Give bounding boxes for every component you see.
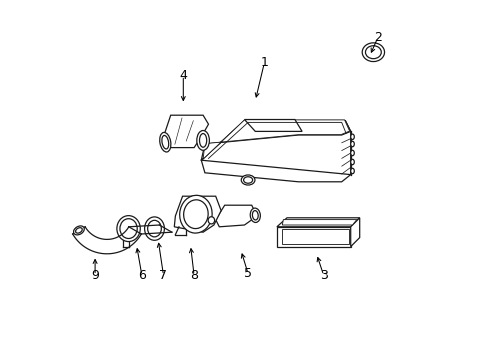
Polygon shape — [73, 227, 141, 254]
Ellipse shape — [350, 168, 354, 174]
Bar — [281, 229, 348, 244]
Polygon shape — [203, 120, 349, 159]
Text: 7: 7 — [159, 269, 167, 282]
Ellipse shape — [199, 134, 206, 147]
Ellipse shape — [160, 132, 170, 152]
Ellipse shape — [120, 219, 137, 238]
Ellipse shape — [350, 159, 354, 165]
Text: 1: 1 — [260, 57, 268, 69]
Polygon shape — [174, 196, 221, 232]
Ellipse shape — [144, 217, 164, 240]
Polygon shape — [276, 227, 350, 247]
Text: 8: 8 — [190, 269, 198, 282]
Ellipse shape — [362, 43, 384, 62]
Text: 2: 2 — [373, 31, 381, 44]
Polygon shape — [244, 120, 302, 131]
Text: 4: 4 — [179, 69, 187, 82]
Polygon shape — [201, 121, 350, 182]
Ellipse shape — [350, 141, 354, 147]
Ellipse shape — [147, 220, 161, 237]
Ellipse shape — [196, 130, 209, 150]
Polygon shape — [350, 218, 359, 247]
Polygon shape — [215, 205, 257, 227]
Text: 6: 6 — [138, 269, 145, 282]
Ellipse shape — [73, 226, 84, 235]
Polygon shape — [276, 218, 359, 227]
Polygon shape — [201, 121, 350, 160]
Ellipse shape — [241, 175, 254, 185]
Text: 9: 9 — [91, 269, 99, 282]
Polygon shape — [282, 220, 356, 225]
Ellipse shape — [365, 46, 381, 59]
Ellipse shape — [179, 195, 212, 233]
Ellipse shape — [350, 134, 354, 139]
Ellipse shape — [183, 200, 208, 229]
Ellipse shape — [117, 216, 140, 242]
Ellipse shape — [208, 217, 214, 224]
Ellipse shape — [76, 228, 82, 233]
Ellipse shape — [162, 135, 168, 149]
Text: 5: 5 — [244, 267, 252, 280]
Ellipse shape — [250, 208, 260, 222]
Polygon shape — [163, 115, 208, 148]
Ellipse shape — [252, 211, 258, 220]
Text: 3: 3 — [319, 269, 327, 282]
Ellipse shape — [350, 150, 354, 156]
Ellipse shape — [243, 177, 252, 183]
